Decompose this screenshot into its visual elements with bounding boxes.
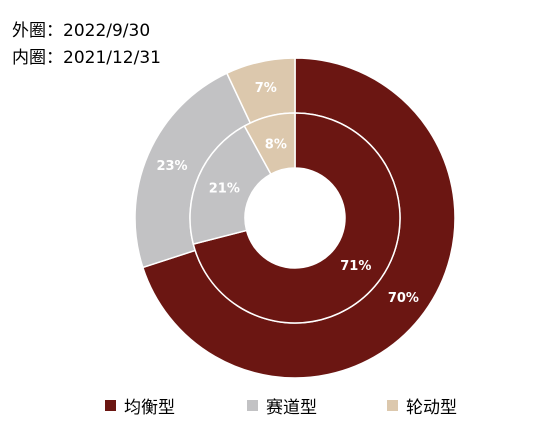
- outer-ring-date: 外圈：2022/9/30: [12, 21, 151, 41]
- inner-slice-rotation: [243, 112, 296, 176]
- donut-chart: 70% 23% 7% 71% 21% 8%: [134, 57, 456, 379]
- legend-item-track: 赛道型: [247, 393, 317, 418]
- outer-label-balanced: 70%: [388, 291, 419, 306]
- inner-slice-balanced: [192, 112, 401, 324]
- legend: 均衡型 赛道型 轮动型: [0, 393, 538, 419]
- legend-label-track: 赛道型: [266, 398, 317, 418]
- inner-slice-track: [189, 124, 272, 246]
- outer-label-rotation: 7%: [255, 81, 277, 96]
- inner-label-rotation: 8%: [265, 137, 287, 152]
- legend-swatch-rotation: [387, 400, 398, 411]
- legend-label-rotation: 轮动型: [406, 398, 457, 418]
- legend-label-balanced: 均衡型: [124, 398, 175, 418]
- inner-label-balanced: 71%: [340, 259, 371, 274]
- legend-swatch-balanced: [105, 400, 116, 411]
- outer-label-track: 23%: [156, 159, 187, 174]
- legend-item-rotation: 轮动型: [387, 393, 457, 418]
- inner-label-track: 21%: [209, 181, 240, 196]
- legend-item-balanced: 均衡型: [105, 393, 175, 418]
- inner-ring-date: 内圈：2021/12/31: [12, 48, 161, 68]
- legend-swatch-track: [247, 400, 258, 411]
